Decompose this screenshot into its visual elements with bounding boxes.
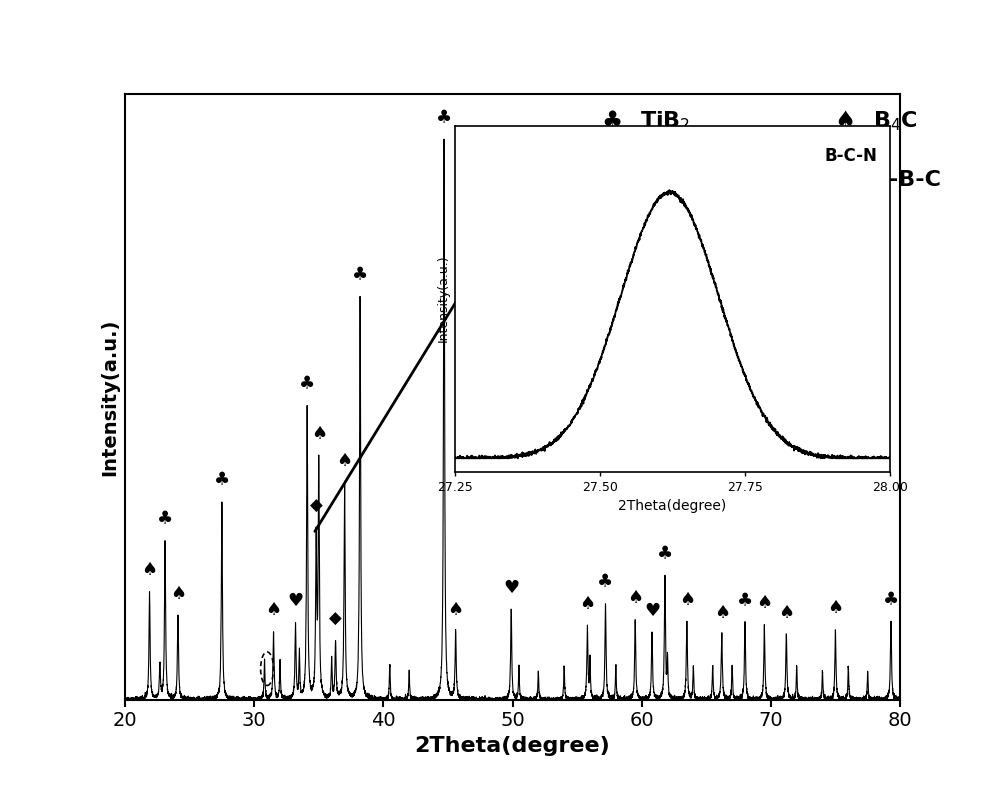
Text: Al-B-C: Al-B-C [865, 170, 942, 190]
Text: ◆: ◆ [310, 497, 323, 515]
Text: ♠: ♠ [265, 601, 282, 619]
Text: ♠: ♠ [778, 604, 794, 622]
Text: B$_4$C: B$_4$C [873, 109, 917, 133]
X-axis label: 2Theta(degree): 2Theta(degree) [415, 736, 610, 756]
Text: ♣: ♣ [602, 109, 623, 134]
Text: ♠: ♠ [448, 601, 464, 619]
Text: ♠: ♠ [714, 604, 730, 622]
Text: ♠: ♠ [679, 591, 695, 609]
Text: ♠: ♠ [756, 594, 772, 612]
X-axis label: 2Theta(degree): 2Theta(degree) [618, 499, 727, 513]
Text: ♥: ♥ [644, 602, 660, 619]
Text: ♥: ♥ [602, 170, 623, 194]
Y-axis label: Intensity(a.u.): Intensity(a.u.) [436, 255, 449, 343]
Text: ♣: ♣ [436, 108, 452, 127]
Text: ♠: ♠ [579, 595, 595, 613]
Text: ♠: ♠ [141, 561, 158, 579]
Text: ♥: ♥ [503, 578, 519, 597]
Text: ♠: ♠ [827, 600, 843, 618]
Text: TiB$_2$: TiB$_2$ [640, 109, 691, 133]
Text: ♣: ♣ [157, 510, 173, 528]
Text: B-C-N: B-C-N [824, 146, 877, 164]
Text: ♠: ♠ [627, 590, 643, 608]
Text: ◆: ◆ [834, 170, 851, 190]
Text: ♠: ♠ [170, 586, 186, 603]
Text: ♥: ♥ [287, 593, 304, 611]
Text: ◆: ◆ [329, 610, 342, 628]
Text: ♣: ♣ [597, 574, 614, 591]
Text: ♣: ♣ [657, 545, 673, 563]
Text: AlN: AlN [640, 170, 684, 190]
Text: ♣: ♣ [737, 593, 753, 610]
Text: ♣: ♣ [883, 591, 899, 609]
Text: ♠: ♠ [311, 424, 327, 443]
Y-axis label: Intensity(a.u.): Intensity(a.u.) [100, 318, 119, 476]
Text: ♣: ♣ [299, 375, 315, 393]
Text: ♠: ♠ [337, 452, 353, 470]
Text: ♠: ♠ [834, 109, 855, 134]
Text: ♣: ♣ [352, 266, 368, 284]
Text: ♣: ♣ [214, 472, 230, 490]
